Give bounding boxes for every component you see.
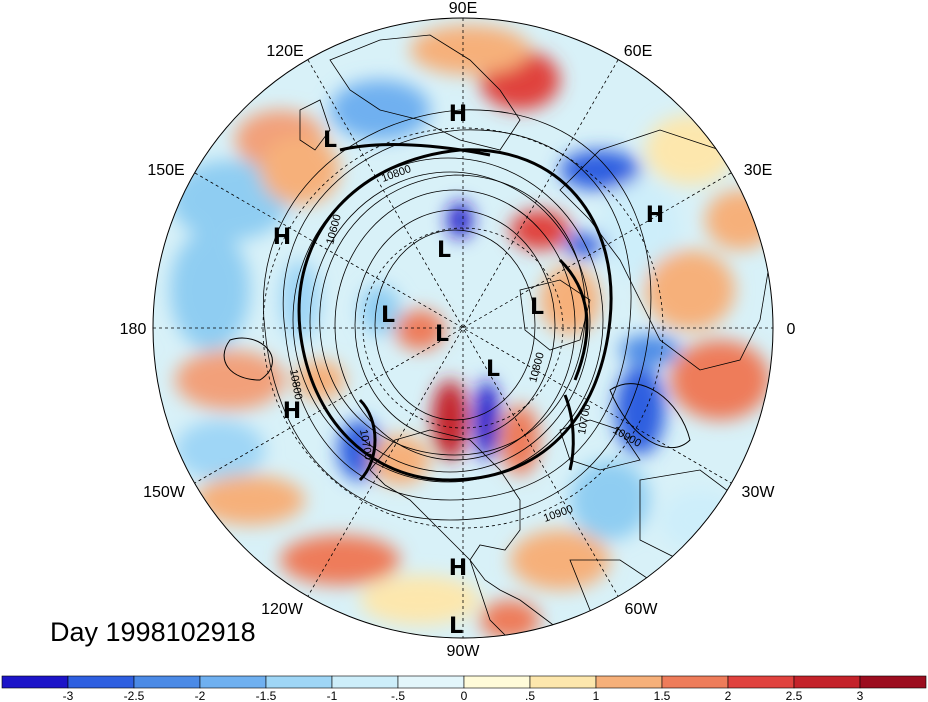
lon-label-150e: 150E [147,162,184,179]
colorbar: -3 -2.5 -2 -1.5 -1 -.5 0 .5 1 1.5 2 2.5 3 [1,675,927,702]
colorbar-tick-label: -.5 [391,689,405,702]
high-center: H [449,102,467,127]
low-center: L [323,128,337,153]
high-center: H [283,399,301,424]
colorbar-swatch [529,675,597,689]
colorbar-tick-label: 1 [593,689,600,702]
lon-label-60e: 60E [624,43,652,60]
lon-label-90w: 90W [447,643,481,660]
high-center: H [273,225,291,250]
plot-title: Day 1998102918 [50,617,256,647]
colorbar-swatch [265,675,333,689]
high-center: H [646,203,664,228]
colorbar-tick-label: -2.5 [124,689,145,702]
lon-label-120w: 120W [261,601,304,618]
colorbar-tick-label: -2 [195,689,206,702]
colorbar-swatch [661,675,729,689]
colorbar-tick-label: 0 [461,689,468,702]
low-center: L [435,322,449,347]
lon-label-30e: 30E [744,162,772,179]
colorbar-swatch [331,675,399,689]
colorbar-tick-label: -3 [63,689,74,702]
colorbar-swatch [793,675,861,689]
lon-label-150w: 150W [143,484,186,501]
colorbar-tick-label: 1.5 [654,689,671,702]
colorbar-swatch [595,675,663,689]
colorbar-tick-label: -1.5 [256,689,277,702]
colorbar-swatch [397,675,465,689]
colorbar-tick-label: .5 [525,689,535,702]
contour-label: 10700 [357,428,374,460]
colorbar-swatch [463,675,531,689]
low-center: L [486,357,500,382]
graticule [153,18,773,638]
lon-label-90e: 90E [449,0,477,17]
lon-label-60w: 60W [625,601,659,618]
colorbar-swatch [133,675,201,689]
low-center: L [437,238,451,263]
map-boundary [152,17,774,639]
contour-label: 10700 [576,403,593,435]
low-center: L [449,614,463,639]
colorbar-tick-label: 2.5 [786,689,803,702]
low-center: L [381,303,395,328]
height-contours [223,109,691,521]
colorbar-swatch [727,675,795,689]
lon-label-120e: 120E [266,43,303,60]
colorbar-tick-label: 2 [725,689,732,702]
lon-label-0: 0 [787,321,796,338]
colorbar-tick-label: -1 [327,689,338,702]
colorbar-tick-label: 3 [857,689,864,702]
colorbar-swatch [199,675,267,689]
colorbar-swatch [67,675,135,689]
lon-label-30w: 30W [742,484,776,501]
high-center: H [449,556,467,581]
contour-label: 10800 [287,368,304,400]
colorbar-swatch [1,675,69,689]
colorbar-swatch [859,675,927,689]
lon-label-180: 180 [120,321,147,338]
low-center: L [530,295,544,320]
